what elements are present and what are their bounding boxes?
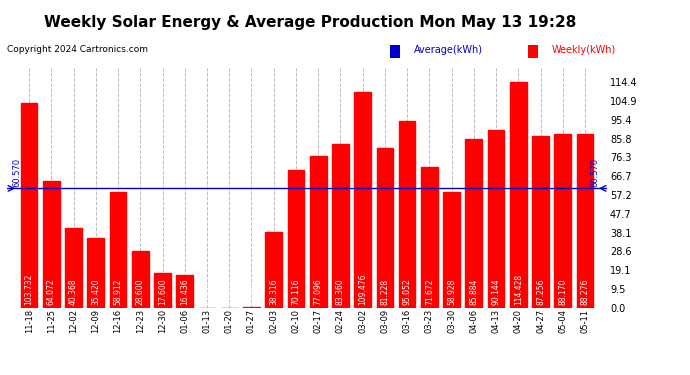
Bar (510, 82, 526, 308)
Text: 109.476: 109.476 (358, 273, 367, 304)
Text: Copyright 2024 Cartronics.com: Copyright 2024 Cartronics.com (7, 45, 148, 54)
Text: 114.428: 114.428 (514, 273, 523, 304)
Text: Average(kWh): Average(kWh) (414, 45, 483, 55)
Bar (266, 232, 282, 308)
Text: 60.570: 60.570 (591, 158, 600, 188)
Text: 0.000: 0.000 (202, 283, 212, 304)
Text: 85.884: 85.884 (469, 278, 478, 304)
Bar (43, 182, 60, 308)
Text: Weekly(kWh): Weekly(kWh) (552, 45, 616, 55)
Bar (66, 228, 82, 308)
Text: 0.000: 0.000 (225, 283, 234, 304)
Text: 60.570: 60.570 (12, 158, 21, 188)
Text: 95.052: 95.052 (402, 278, 412, 304)
Text: 0.148: 0.148 (247, 283, 256, 304)
Bar (377, 148, 393, 308)
Text: 87.256: 87.256 (536, 278, 545, 304)
Bar (88, 238, 104, 308)
Bar (443, 192, 460, 308)
Text: 16.436: 16.436 (180, 278, 189, 304)
Bar (288, 170, 304, 308)
Text: 28.600: 28.600 (136, 278, 145, 304)
Bar (421, 166, 437, 308)
Text: 58.928: 58.928 (447, 278, 456, 304)
Text: 17.600: 17.600 (158, 278, 167, 304)
Text: 40.368: 40.368 (69, 278, 78, 304)
Bar (177, 275, 193, 308)
Bar (354, 92, 371, 308)
Bar (577, 134, 593, 308)
Bar (466, 138, 482, 308)
Bar (154, 273, 171, 308)
Text: 83.360: 83.360 (336, 278, 345, 304)
Text: 58.912: 58.912 (114, 278, 123, 304)
Bar (532, 136, 549, 308)
Text: 103.732: 103.732 (25, 273, 34, 304)
Bar (110, 192, 126, 308)
Text: 70.116: 70.116 (291, 278, 300, 304)
Text: 90.144: 90.144 (491, 278, 500, 304)
Text: Weekly Solar Energy & Average Production Mon May 13 19:28: Weekly Solar Energy & Average Production… (44, 15, 577, 30)
Text: 38.316: 38.316 (269, 278, 278, 304)
Bar (310, 156, 326, 308)
Bar (21, 104, 37, 308)
Text: 77.096: 77.096 (314, 278, 323, 304)
Bar (488, 130, 504, 308)
Text: 64.072: 64.072 (47, 278, 56, 304)
Text: 81.228: 81.228 (380, 278, 389, 304)
Bar (132, 251, 148, 308)
Text: 71.672: 71.672 (425, 278, 434, 304)
Bar (399, 120, 415, 308)
Text: 88.170: 88.170 (558, 278, 567, 304)
Text: 88.276: 88.276 (580, 278, 589, 304)
Bar (332, 144, 348, 308)
Bar (554, 134, 571, 308)
Text: 35.420: 35.420 (91, 278, 100, 304)
